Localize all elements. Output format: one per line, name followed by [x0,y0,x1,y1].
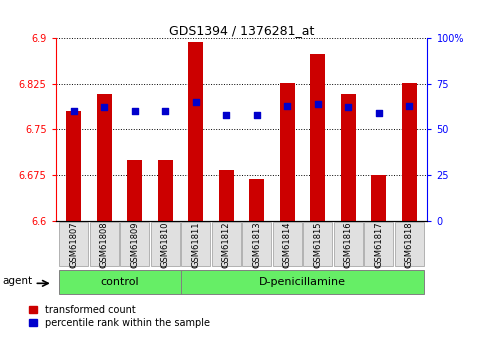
FancyBboxPatch shape [272,222,302,266]
FancyBboxPatch shape [395,222,424,266]
Bar [127,160,142,221]
Text: GSM61813: GSM61813 [252,221,261,267]
Bar [371,175,386,221]
Text: GSM61807: GSM61807 [70,221,78,267]
FancyBboxPatch shape [59,222,88,266]
FancyBboxPatch shape [120,222,149,266]
Text: GSM61811: GSM61811 [191,221,200,267]
Text: GSM61816: GSM61816 [344,221,353,267]
Text: GSM61814: GSM61814 [283,221,292,267]
FancyBboxPatch shape [58,270,181,294]
Point [131,108,139,114]
Text: GSM61810: GSM61810 [161,221,170,267]
Bar [249,179,264,221]
Text: GSM61815: GSM61815 [313,221,322,267]
Point [100,105,108,110]
Bar [157,160,173,221]
Text: GSM61809: GSM61809 [130,221,139,267]
Bar [280,83,295,221]
Point [253,112,261,118]
FancyBboxPatch shape [90,222,119,266]
Bar [310,55,326,221]
Point [405,103,413,108]
Point [284,103,291,108]
Point [314,101,322,107]
Bar [66,111,82,221]
FancyBboxPatch shape [181,270,425,294]
Legend: transformed count, percentile rank within the sample: transformed count, percentile rank withi… [29,305,210,328]
FancyBboxPatch shape [212,222,241,266]
Text: D-penicillamine: D-penicillamine [259,277,346,287]
Bar [219,170,234,221]
Point [70,108,78,114]
Bar [97,94,112,221]
FancyBboxPatch shape [151,222,180,266]
Text: GSM61818: GSM61818 [405,221,413,267]
Point [192,99,199,105]
Point [344,105,352,110]
Point [222,112,230,118]
FancyBboxPatch shape [303,222,332,266]
FancyBboxPatch shape [242,222,271,266]
Text: GSM61808: GSM61808 [100,221,109,267]
Bar [401,83,417,221]
Text: agent: agent [3,276,33,286]
Bar [188,42,203,221]
Point [375,110,383,116]
FancyBboxPatch shape [181,222,211,266]
FancyBboxPatch shape [334,222,363,266]
Text: GSM61817: GSM61817 [374,221,383,267]
Bar [341,94,356,221]
Title: GDS1394 / 1376281_at: GDS1394 / 1376281_at [169,24,314,37]
Point [161,108,169,114]
Text: control: control [100,277,139,287]
Text: GSM61812: GSM61812 [222,221,231,267]
FancyBboxPatch shape [364,222,393,266]
